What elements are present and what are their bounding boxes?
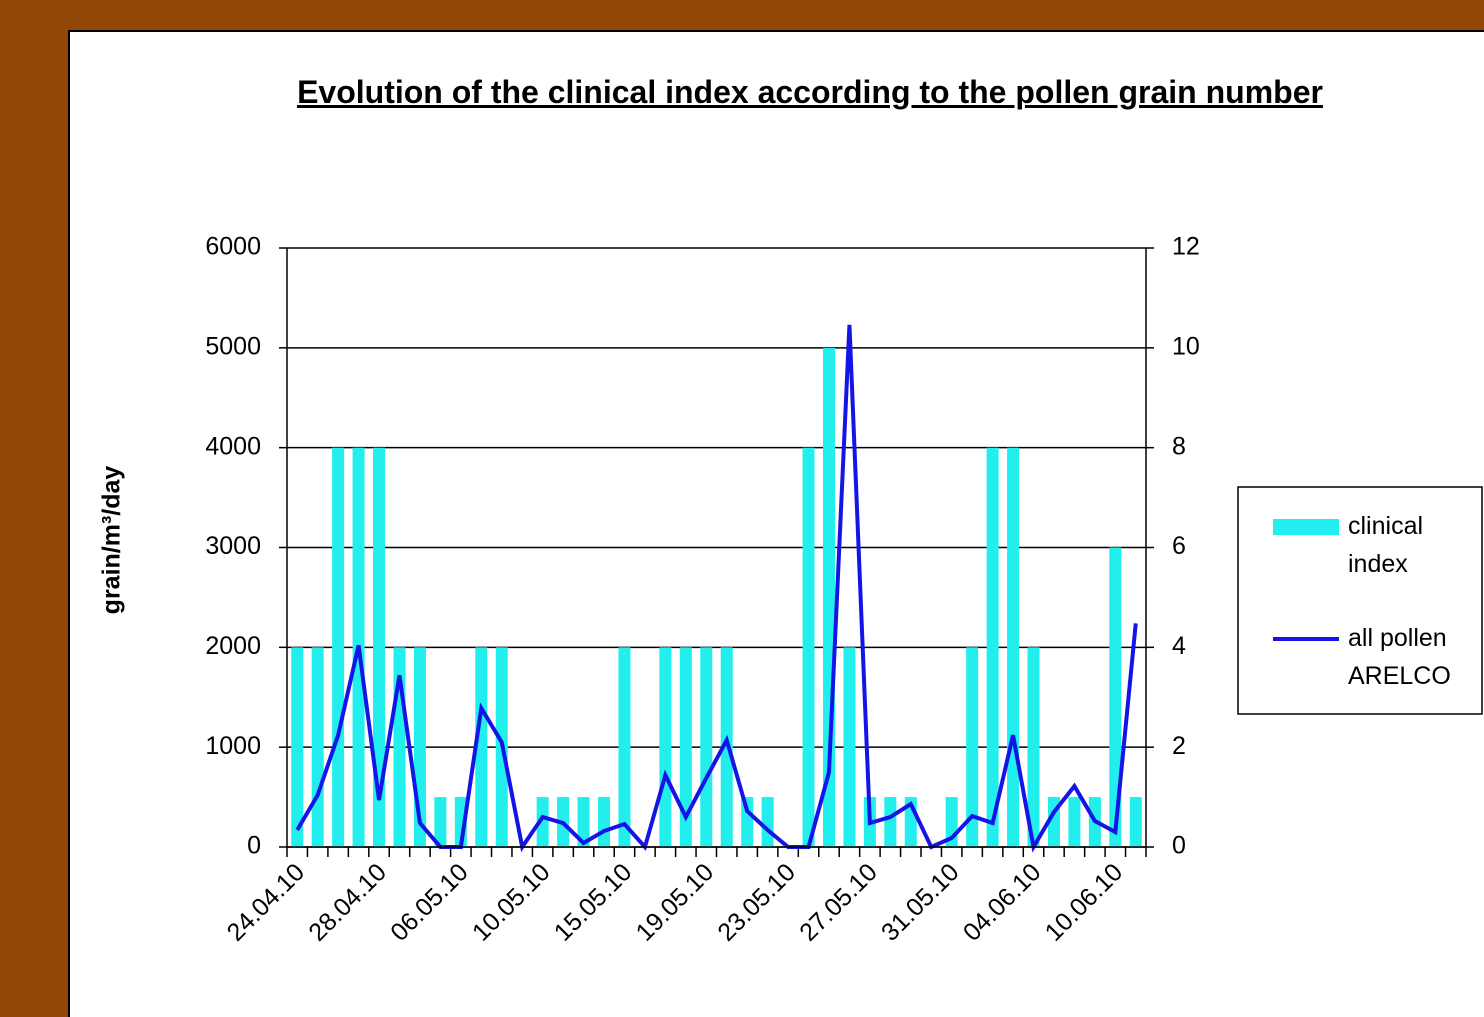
- bar: [1027, 647, 1040, 847]
- x-tick-label: 04.06.10: [958, 858, 1047, 947]
- bar: [536, 797, 549, 847]
- bar: [659, 647, 672, 847]
- bar: [986, 447, 999, 847]
- y-tick-label: 6000: [205, 233, 261, 261]
- x-tick-label: 10.06.10: [1040, 858, 1129, 947]
- y-axis-label: grain/m³/day: [98, 466, 126, 615]
- bar: [475, 647, 488, 847]
- x-tick-label: 23.05.10: [712, 858, 801, 947]
- bar: [311, 647, 324, 847]
- bar: [1068, 797, 1081, 847]
- bar: [373, 447, 386, 847]
- bar: [1007, 447, 1020, 847]
- legend-label: all pollen ARELCO: [1348, 624, 1451, 690]
- chart-title: Evolution of the clinical index accordin…: [297, 74, 1323, 110]
- bar: [434, 797, 447, 847]
- y2-tick-label: 8: [1172, 432, 1186, 460]
- legend-label: clinical index: [1348, 512, 1423, 578]
- y2-tick-label: 4: [1172, 632, 1186, 660]
- bar: [1109, 547, 1122, 847]
- x-tick-label: 27.05.10: [794, 858, 883, 947]
- x-tick-label: 10.05.10: [467, 858, 556, 947]
- bar: [741, 797, 754, 847]
- y2-tick-label: 0: [1172, 832, 1186, 860]
- x-tick-label: 31.05.10: [876, 858, 965, 947]
- y2-tick-label: 6: [1172, 532, 1186, 560]
- y-tick-label: 0: [247, 832, 261, 860]
- legend-line: index: [1348, 550, 1408, 578]
- y-tick-label: 1000: [205, 732, 261, 760]
- bar: [679, 647, 692, 847]
- y2-tick-label: 10: [1172, 332, 1200, 360]
- x-tick-label: 19.05.10: [631, 858, 720, 947]
- bar: [1129, 797, 1142, 847]
- line: [295, 324, 1138, 853]
- bar: [598, 797, 611, 847]
- bar: [618, 647, 631, 847]
- bar: [966, 647, 979, 847]
- x-tick-label: 15.05.10: [549, 858, 638, 947]
- x-tick-label: 28.04.10: [303, 858, 392, 947]
- bar: [802, 447, 815, 847]
- bar: [884, 797, 897, 847]
- y2-tick-label: 12: [1172, 233, 1200, 261]
- legend-swatch: [1273, 519, 1339, 535]
- bar: [761, 797, 774, 847]
- legend-line: all pollen: [1348, 624, 1447, 652]
- y-tick-label: 3000: [205, 532, 261, 560]
- legend-line: clinical: [1348, 512, 1423, 540]
- y-tick-label: 5000: [205, 332, 261, 360]
- bar: [577, 797, 590, 847]
- bar: [700, 647, 713, 847]
- y-tick-label: 2000: [205, 632, 261, 660]
- x-tick-label: 24.04.10: [222, 858, 311, 947]
- bar: [843, 647, 856, 847]
- x-tick-label: 06.05.10: [385, 858, 474, 947]
- bar: [332, 447, 345, 847]
- legend-line: ARELCO: [1348, 662, 1451, 690]
- bar: [291, 647, 304, 847]
- y-tick-label: 4000: [205, 432, 261, 460]
- y2-tick-label: 2: [1172, 732, 1186, 760]
